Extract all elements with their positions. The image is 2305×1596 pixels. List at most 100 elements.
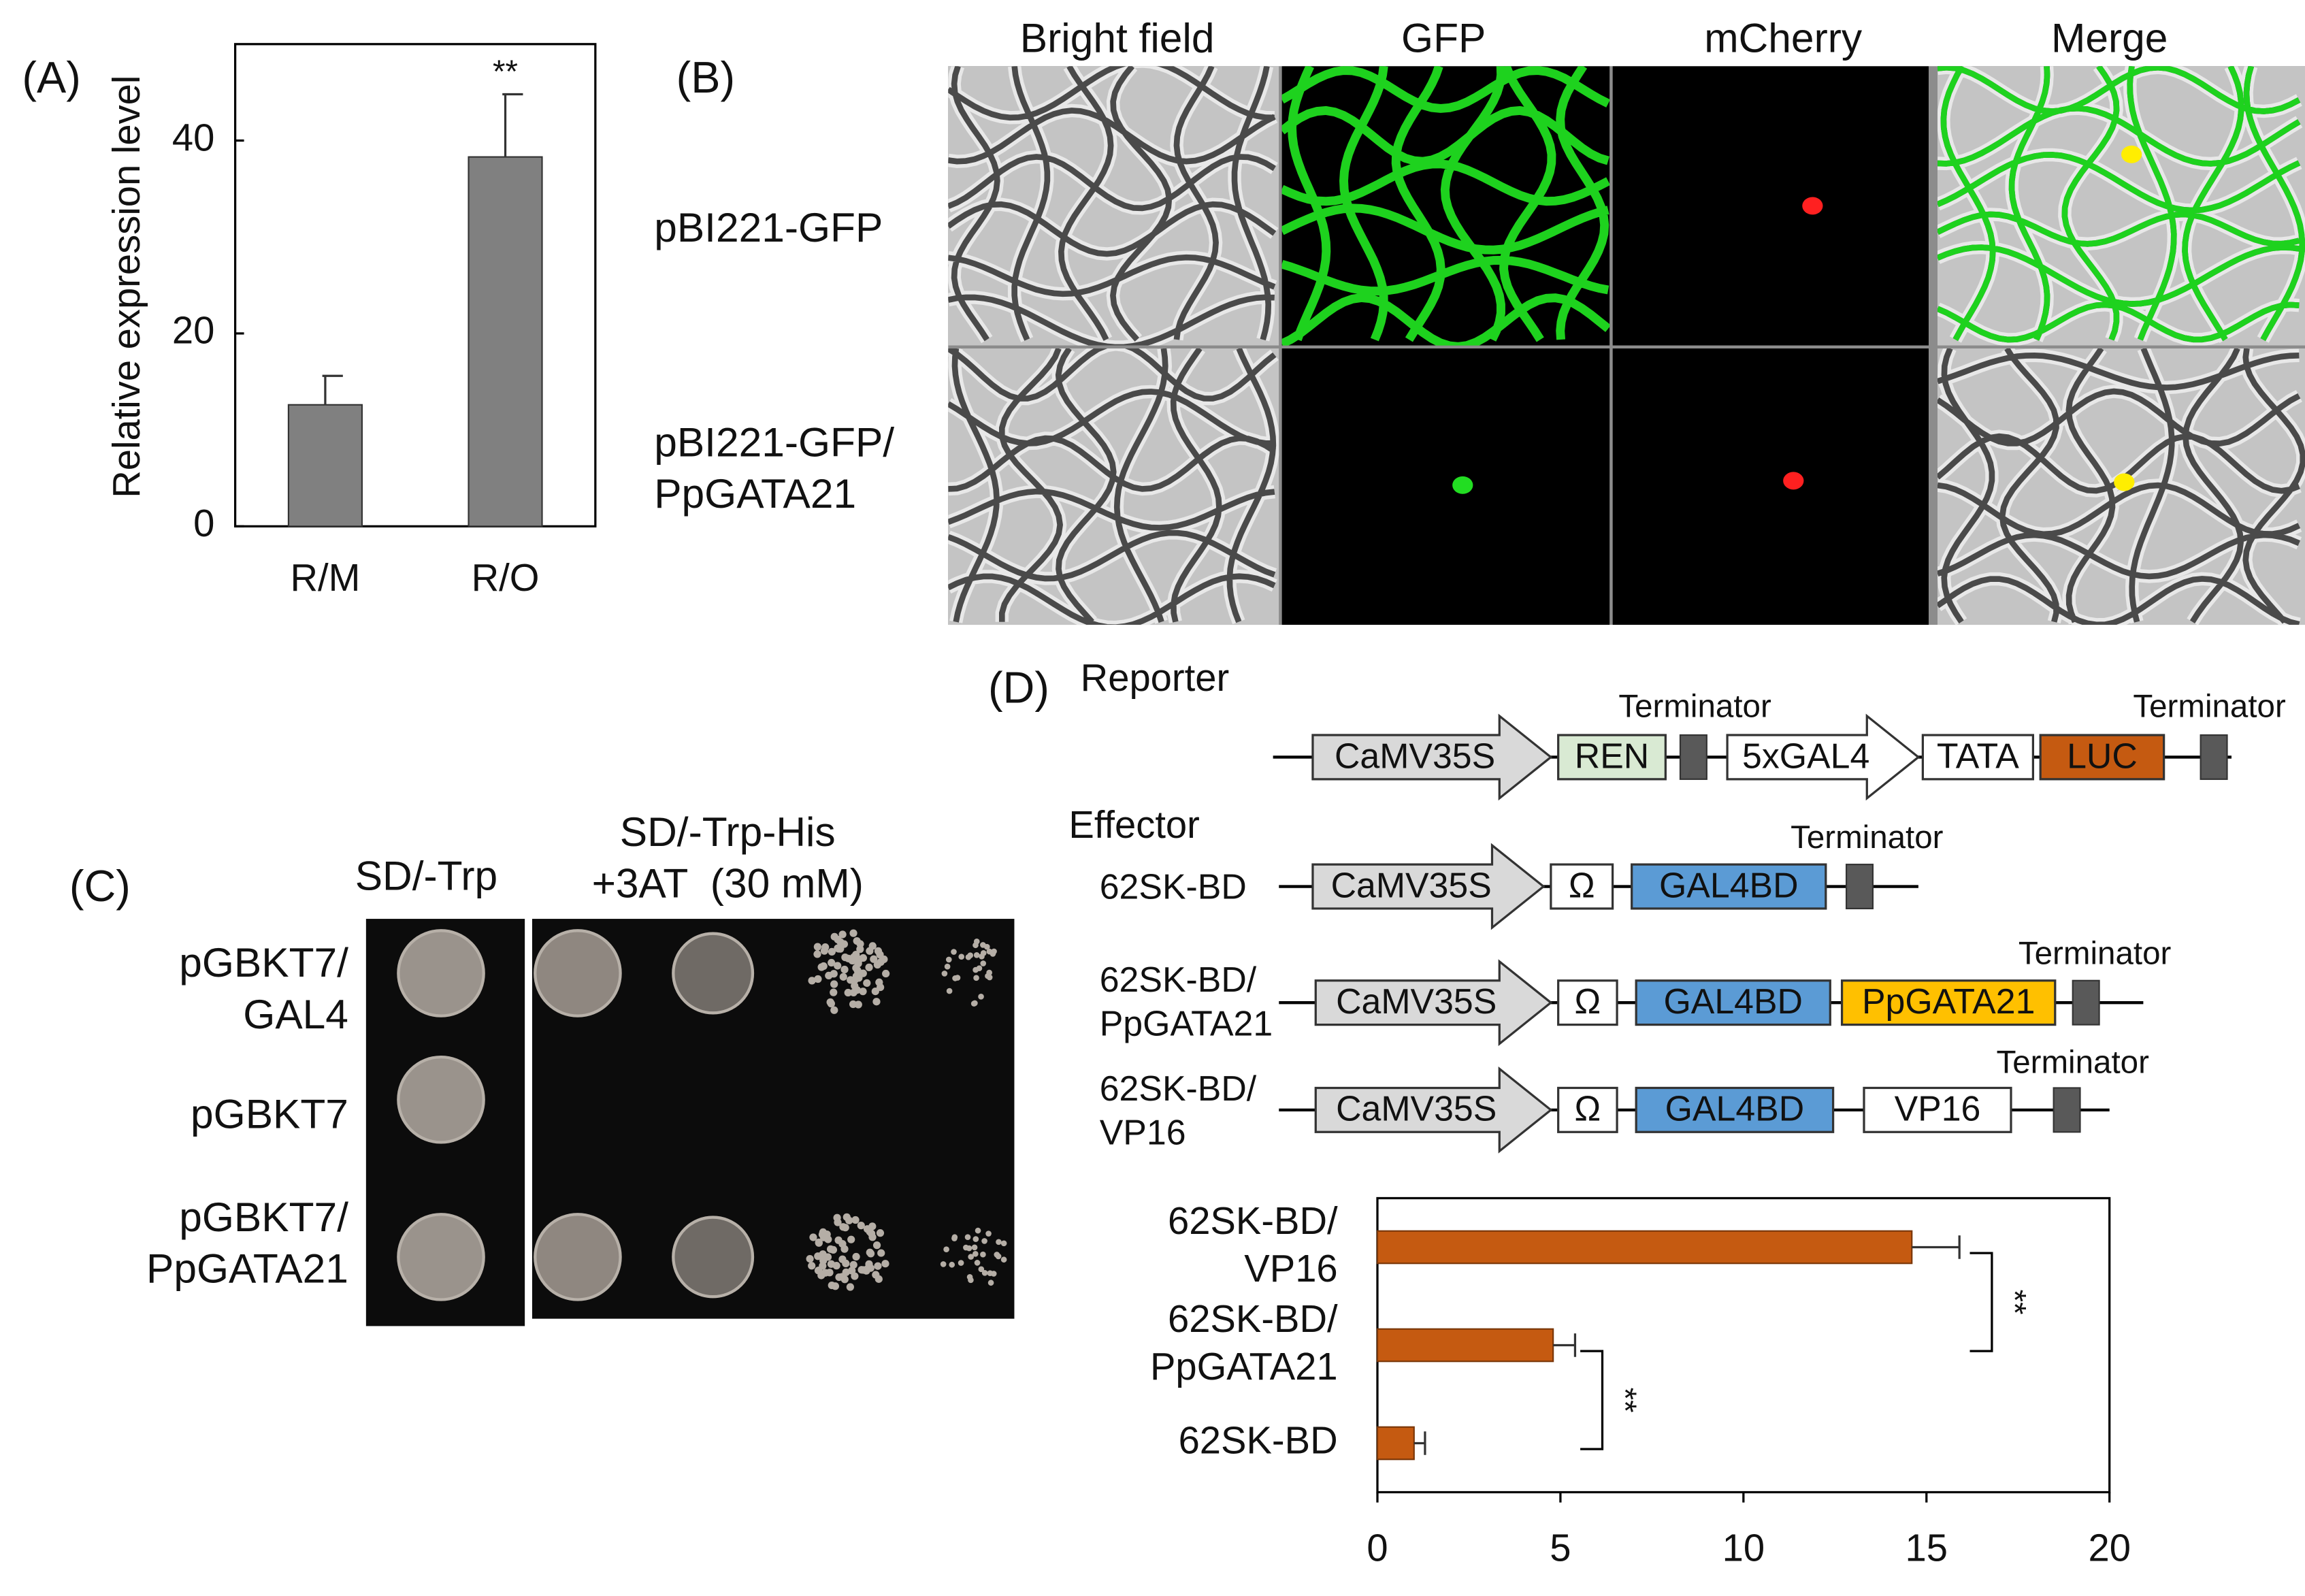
gene-box xyxy=(1557,1086,1618,1133)
gene-box xyxy=(2039,734,2165,781)
micrograph xyxy=(1612,66,1929,346)
colony xyxy=(397,1213,485,1301)
y-axis-label: Relative expression level xyxy=(105,76,148,498)
element-label: GAL4BD xyxy=(1663,981,1803,1021)
element-label: TATA xyxy=(1937,736,2019,775)
x-tick-label: 5 xyxy=(1550,1527,1571,1569)
promoter-arrow xyxy=(1726,713,1920,801)
colony-grain xyxy=(842,1268,850,1276)
text-line: GAL4 xyxy=(243,991,348,1037)
construct-name: 62SK-BD/PpGATA21 xyxy=(1100,960,1273,1043)
colony-grain xyxy=(824,1235,832,1243)
colony-grain xyxy=(949,1261,955,1268)
colony-grain xyxy=(859,988,867,996)
element-label: CaMV35S xyxy=(1331,865,1492,905)
element-label: REN xyxy=(1575,736,1649,775)
promoter-arrow xyxy=(1311,843,1546,930)
column-header: GFP xyxy=(1401,14,1486,61)
micrograph xyxy=(1937,348,2305,625)
colony-grain xyxy=(828,947,836,956)
colony-grain xyxy=(814,1252,822,1260)
colony-grain xyxy=(952,975,958,981)
nucleus-signal xyxy=(1802,197,1823,215)
element-label: CaMV35S xyxy=(1335,736,1495,775)
cell-wall xyxy=(948,348,1277,625)
colony-grain xyxy=(940,1261,947,1267)
gene-box xyxy=(1635,1086,1835,1133)
colony-grain xyxy=(987,1280,994,1286)
colony-grain xyxy=(844,988,852,997)
colony-grain xyxy=(980,1251,986,1258)
micrograph xyxy=(948,348,1279,625)
colony-grain xyxy=(813,950,821,958)
bar xyxy=(1376,1230,1913,1265)
y-tick-label: 62SK-BD xyxy=(1179,1418,1338,1461)
colony-grain xyxy=(855,955,864,964)
colony-grain xyxy=(841,1224,849,1232)
colony-grain xyxy=(1000,1256,1007,1263)
colony-grain xyxy=(853,966,862,975)
colony-grain xyxy=(809,1233,817,1241)
panel-label: (C) xyxy=(69,861,131,911)
colony-grain xyxy=(943,1246,949,1253)
colony-grain xyxy=(880,955,888,964)
colony-grain xyxy=(834,962,842,970)
colony-grain xyxy=(835,1273,843,1282)
x-tick-label: R/O xyxy=(472,556,540,599)
plot-frame xyxy=(233,43,597,527)
colony-grain xyxy=(964,1234,971,1241)
element-label: GAL4BD xyxy=(1665,1089,1805,1128)
colony-grain xyxy=(986,948,993,955)
micrograph-bg xyxy=(1612,348,1929,625)
gene-box xyxy=(1863,1086,2012,1133)
colony-grain xyxy=(856,945,864,954)
colony-grain xyxy=(870,955,878,963)
x-tick-label: R/M xyxy=(290,556,360,599)
colony-grain xyxy=(833,1214,841,1222)
colony-grain xyxy=(830,988,838,996)
colony-grain xyxy=(872,1241,881,1250)
terminator xyxy=(2072,979,2100,1026)
micrograph xyxy=(1281,348,1610,625)
colony-grain xyxy=(866,1250,875,1258)
colony-grain xyxy=(849,953,858,961)
text-line: 62SK-BD/ xyxy=(1100,1068,1257,1107)
colony-grain xyxy=(828,1281,836,1290)
colony-grain xyxy=(980,949,987,956)
promoter-arrow xyxy=(1314,1066,1553,1154)
colony-grain xyxy=(980,960,987,966)
row-label: pBI221-GFP/PpGATA21 xyxy=(654,419,894,517)
gene-box xyxy=(1557,979,1618,1026)
colony-grain xyxy=(827,999,835,1008)
text-line: PpGATA21 xyxy=(146,1245,348,1291)
text-line: SD/-Trp-His xyxy=(620,809,836,855)
colony-grain xyxy=(966,1245,972,1252)
colony-grain xyxy=(814,975,822,983)
text-line: pGBKT7/ xyxy=(179,939,348,986)
section-heading: Reporter xyxy=(1081,656,1229,699)
colony-grain xyxy=(865,1260,873,1269)
colony-grain xyxy=(971,1244,978,1251)
colony-grain xyxy=(838,1255,847,1263)
colony-grain xyxy=(946,988,953,994)
x-tick-label: 10 xyxy=(1722,1527,1765,1569)
colony-grain xyxy=(882,969,890,978)
terminator-label: Terminator xyxy=(1996,1044,2149,1080)
colony-grain xyxy=(973,938,980,945)
colony-grain xyxy=(972,1236,979,1242)
terminator xyxy=(2053,1087,2081,1133)
colony-grain xyxy=(849,1260,857,1269)
colony-grain xyxy=(981,1238,987,1244)
nucleus-signal xyxy=(2114,473,2135,491)
colony-grain xyxy=(843,1213,851,1221)
colony-grain xyxy=(853,937,861,945)
colony-grain xyxy=(873,960,881,969)
micrograph xyxy=(1612,348,1929,625)
micrograph-bg xyxy=(1281,348,1610,625)
strain-label: pGBKT7/PpGATA21 xyxy=(146,1194,348,1292)
colony-grain xyxy=(995,1253,1002,1260)
gene-box xyxy=(1557,734,1667,781)
colony-grain xyxy=(865,963,873,972)
nucleus-signal xyxy=(2121,145,2142,163)
